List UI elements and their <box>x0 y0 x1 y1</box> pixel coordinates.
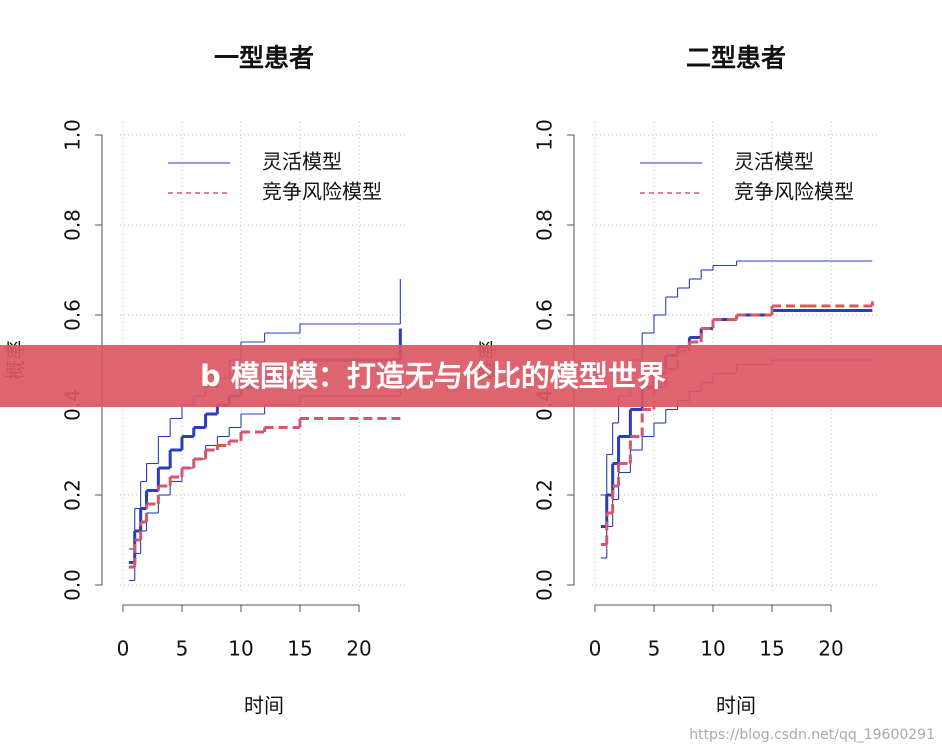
x-tick-label: 5 <box>648 637 661 661</box>
y-tick-label: 0.8 <box>533 209 557 241</box>
x-tick-label: 15 <box>287 637 312 661</box>
y-tick-label: 0.0 <box>533 569 557 601</box>
y-tick-label: 1.0 <box>533 119 557 151</box>
x-tick-label: 10 <box>228 637 253 661</box>
y-tick-label: 0.6 <box>61 299 85 331</box>
banner: b 模国模：打造无与伦比的模型世界 <box>0 345 942 407</box>
chart-title: 二型患者 <box>686 44 786 73</box>
x-tick-label: 5 <box>176 637 189 661</box>
x-tick-label: 10 <box>700 637 725 661</box>
legend-label: 灵活模型 <box>262 150 342 174</box>
legend-label: 灵活模型 <box>734 150 814 174</box>
x-tick-label: 0 <box>117 637 130 661</box>
legend-label: 竞争风险模型 <box>734 180 854 204</box>
y-tick-label: 0.2 <box>61 479 85 511</box>
y-tick-label: 1.0 <box>61 119 85 151</box>
x-tick-label: 20 <box>818 637 843 661</box>
x-axis-label: 时间 <box>716 694 756 718</box>
x-tick-label: 15 <box>759 637 784 661</box>
y-tick-label: 0.2 <box>533 479 557 511</box>
watermark: https://blog.csdn.net/qq_19600291 <box>689 727 935 743</box>
x-tick-label: 0 <box>589 637 602 661</box>
y-tick-label: 0.6 <box>533 299 557 331</box>
legend-label: 竞争风险模型 <box>262 180 382 204</box>
chart-title: 一型患者 <box>214 44 314 73</box>
y-tick-label: 0.8 <box>61 209 85 241</box>
y-tick-label: 0.0 <box>61 569 85 601</box>
x-axis-label: 时间 <box>244 694 284 718</box>
x-tick-label: 20 <box>346 637 371 661</box>
